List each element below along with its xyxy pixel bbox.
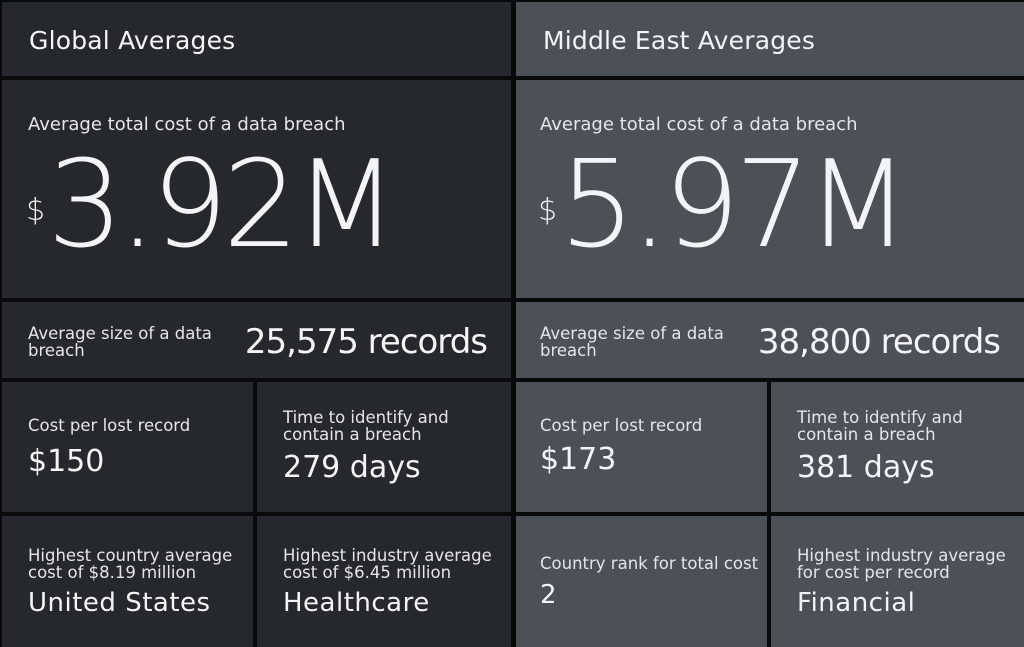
me-time-tile: Time to identify and contain a breach 38…	[771, 382, 1024, 512]
global-size-label: Average size of a data breach	[28, 324, 212, 360]
me-total-cost-value: 5.97M	[559, 136, 910, 275]
me-size-tile: Average size of a data breach 38,800 rec…	[516, 302, 1024, 378]
global-currency-symbol: $	[26, 193, 46, 228]
global-cost-per-record-value: $150	[28, 444, 105, 479]
me-time-value: 381 days	[797, 450, 935, 485]
global-time-value: 279 days	[283, 450, 421, 485]
me-heading: Middle East Averages	[543, 26, 816, 55]
global-industry-tile: Highest industry average cost of $6.45 m…	[257, 516, 511, 647]
me-heading-tile: Middle East Averages	[516, 2, 1024, 76]
me-time-label: Time to identify and contain a breach	[797, 408, 963, 444]
global-cost-per-record-tile: Cost per lost record $150	[2, 382, 253, 512]
global-time-label: Time to identify and contain a breach	[283, 408, 449, 444]
global-size-tile: Average size of a data breach 25,575 rec…	[2, 302, 511, 378]
global-size-value: 25,575 records	[244, 322, 488, 362]
me-size-label: Average size of a data breach	[540, 324, 724, 360]
me-industry-label: Highest industry average for cost per re…	[797, 546, 1006, 582]
me-currency-symbol: $	[538, 193, 558, 228]
global-time-tile: Time to identify and contain a breach 27…	[257, 382, 511, 512]
me-total-cost-tile: Average total cost of a data breach $ 5.…	[516, 80, 1024, 298]
global-country-label: Highest country average cost of $8.19 mi…	[28, 546, 233, 582]
me-cost-per-record-tile: Cost per lost record $173	[516, 382, 767, 512]
global-heading: Global Averages	[29, 26, 236, 55]
me-industry-tile: Highest industry average for cost per re…	[771, 516, 1024, 647]
global-total-cost-tile: Average total cost of a data breach $ 3.…	[2, 80, 511, 298]
global-heading-tile: Global Averages	[2, 2, 511, 76]
global-total-cost: $ 3.92M	[26, 136, 398, 275]
me-rank-value: 2	[540, 580, 558, 610]
global-industry-label: Highest industry average cost of $6.45 m…	[283, 546, 492, 582]
global-cost-per-record-label: Cost per lost record	[28, 416, 191, 435]
me-rank-tile: Country rank for total cost 2	[516, 516, 767, 647]
global-total-cost-label: Average total cost of a data breach	[28, 114, 346, 135]
global-industry-value: Healthcare	[283, 588, 430, 618]
global-country-value: United States	[28, 588, 211, 618]
global-country-tile: Highest country average cost of $8.19 mi…	[2, 516, 253, 647]
me-total-cost-label: Average total cost of a data breach	[540, 114, 858, 135]
me-rank-label: Country rank for total cost	[540, 554, 759, 573]
me-cost-per-record-value: $173	[540, 442, 617, 477]
global-total-cost-value: 3.92M	[47, 136, 398, 275]
me-total-cost: $ 5.97M	[538, 136, 910, 275]
me-industry-value: Financial	[797, 588, 916, 618]
me-cost-per-record-label: Cost per lost record	[540, 416, 703, 435]
me-size-value: 38,800 records	[757, 322, 1001, 362]
